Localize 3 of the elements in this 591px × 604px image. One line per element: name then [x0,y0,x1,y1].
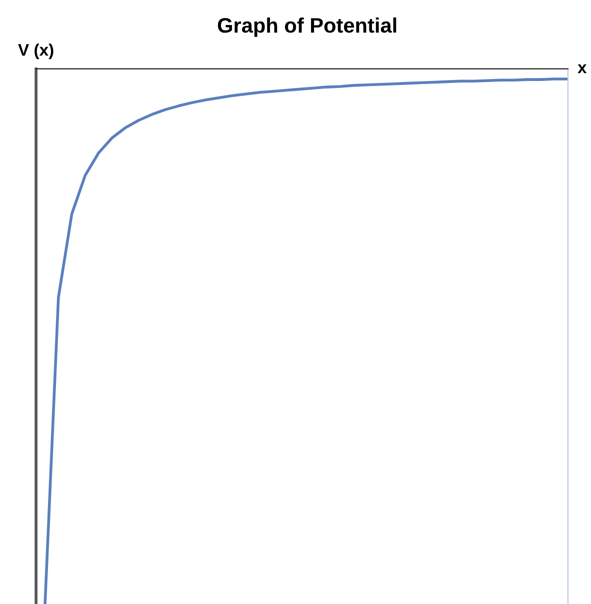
chart-title: Graph of Potential [218,17,396,37]
y-axis-title: V (x) [18,44,54,60]
x-axis-title: x [578,64,587,74]
